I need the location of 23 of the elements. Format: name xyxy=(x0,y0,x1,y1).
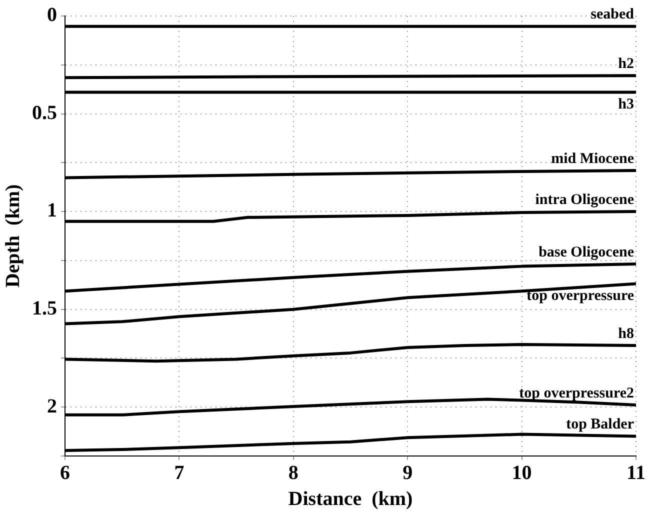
y-axis-title: Depth (km) xyxy=(2,184,24,288)
x-tick-label: 6 xyxy=(60,462,70,484)
series-label: top overpressure2 xyxy=(519,385,634,402)
x-tick-label: 9 xyxy=(402,462,413,484)
series-label: intra Oligocene xyxy=(535,192,634,208)
x-tick-label: 7 xyxy=(174,462,184,484)
series-label: h2 xyxy=(618,56,634,72)
series-label: seabed xyxy=(590,6,635,23)
y-tick-label: 0 xyxy=(47,4,57,26)
x-tick-label: 11 xyxy=(626,462,646,484)
x-tick-label: 10 xyxy=(512,462,532,484)
series-label: h3 xyxy=(618,96,634,113)
series-label: mid Miocene xyxy=(551,150,634,167)
x-tick-label: 8 xyxy=(288,462,298,484)
y-tick-label: 2 xyxy=(47,395,57,418)
series-label: h8 xyxy=(618,326,634,342)
y-tick-label: 0.5 xyxy=(32,102,57,124)
series-label: top overpressure xyxy=(526,288,634,304)
y-tick-label: 1 xyxy=(47,200,57,222)
series-label: base Oligocene xyxy=(538,244,634,260)
series-label: top Balder xyxy=(566,416,634,433)
y-tick-label: 1.5 xyxy=(32,298,57,320)
x-axis-title: Distance (km) xyxy=(288,488,413,510)
